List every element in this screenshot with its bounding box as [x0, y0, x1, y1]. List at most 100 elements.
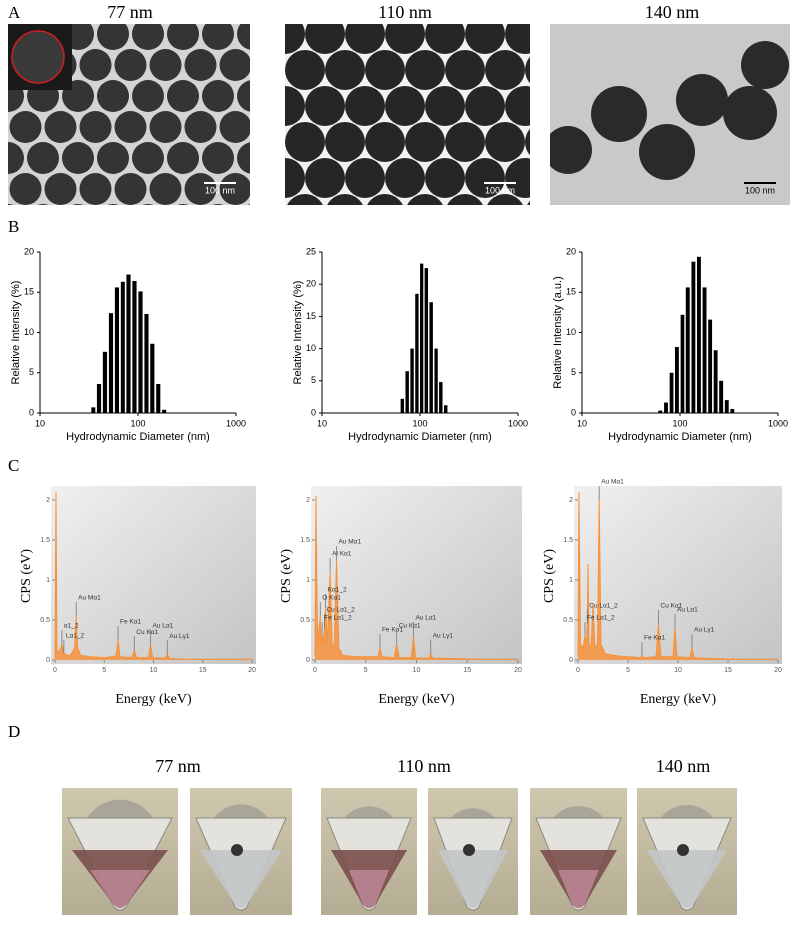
x-tick-label: 1000: [226, 418, 246, 428]
peak-label: Au Lγ1: [169, 633, 190, 640]
y-axis-label: Relative Intensity (%): [292, 281, 304, 385]
panel-label: A: [8, 3, 21, 22]
x-axis-label: Hydrodynamic Diameter (nm): [348, 431, 492, 443]
particle: [97, 24, 129, 50]
particle: [425, 230, 465, 270]
peak-label: Kα1_2: [328, 587, 347, 594]
peak-label: Au Lγ1: [694, 627, 715, 634]
bar: [156, 384, 161, 413]
y-tick-label: 20: [24, 246, 34, 256]
x-tick-label: 20: [774, 667, 782, 674]
inset-particle: [11, 30, 65, 84]
bar: [439, 382, 443, 413]
peak-label: Au Lα1: [677, 607, 698, 614]
bar: [126, 274, 131, 413]
x-tick-label: 15: [724, 667, 732, 674]
peak-label: Cu Kα1: [136, 629, 158, 636]
peak-label: Al Kα1: [332, 551, 352, 558]
y-tick-label: 0.5: [563, 617, 573, 624]
peak-label: Au Lα1: [153, 623, 174, 630]
bar: [658, 410, 663, 413]
y-tick-label: 0: [46, 657, 50, 664]
particle: [465, 24, 505, 54]
particle: [465, 158, 505, 198]
spectrum-line: [314, 495, 518, 660]
particle: [287, 194, 323, 205]
particle: [184, 173, 217, 205]
panel-title: 110 nm: [378, 2, 432, 22]
particle: [245, 50, 285, 90]
particle: [676, 74, 728, 126]
particle: [202, 24, 234, 50]
particle: [485, 50, 525, 90]
particle: [723, 86, 777, 140]
particle: [132, 24, 164, 50]
particle: [550, 126, 592, 174]
peak-label: Cu Lα1_2: [589, 603, 618, 610]
bar: [120, 281, 125, 413]
plot-background: [311, 486, 522, 664]
plot-background: [51, 486, 256, 664]
particle: [79, 173, 112, 205]
particle: [425, 86, 465, 126]
y-tick-label: 0: [571, 407, 576, 417]
bar: [138, 291, 143, 413]
liquid: [647, 850, 727, 908]
peak-label: Fe Lα1_2: [324, 615, 352, 622]
particle: [345, 24, 385, 54]
x-tick-label: 100: [672, 418, 687, 428]
particle: [285, 122, 325, 162]
x-tick-label: 5: [102, 667, 106, 674]
bar: [415, 293, 419, 413]
y-tick-label: 2: [569, 497, 573, 504]
y-tick-label: 5: [311, 375, 316, 385]
bar: [669, 372, 674, 413]
particle: [167, 24, 199, 50]
peak-label: Fe Kα1: [644, 635, 665, 642]
particle: [485, 122, 525, 162]
y-tick-label: 25: [306, 246, 316, 256]
peak-label: Au Lγ1: [433, 632, 454, 639]
particle: [255, 49, 287, 81]
particle: [97, 142, 129, 174]
peak-label: Lα1_2: [66, 632, 85, 639]
liquid-bottom: [349, 870, 389, 908]
particle: [97, 80, 129, 112]
area-fill: [315, 496, 518, 660]
bar: [680, 314, 685, 413]
bar: [664, 402, 668, 413]
particle: [465, 86, 505, 126]
particle: [345, 86, 385, 126]
bar: [713, 350, 718, 413]
particle: [44, 173, 77, 205]
particle: [212, 204, 224, 205]
y-tick-label: 1.5: [40, 537, 50, 544]
bar: [730, 408, 735, 413]
particle: [525, 56, 530, 84]
y-tick-label: 10: [566, 327, 576, 337]
particle: [8, 204, 14, 205]
panel-title: 77 nm: [155, 756, 201, 776]
pellet: [231, 844, 243, 856]
bar: [405, 371, 409, 413]
y-tick-label: 0.5: [40, 617, 50, 624]
particle: [365, 122, 405, 162]
x-tick-label: 15: [199, 667, 207, 674]
x-tick-label: 20: [248, 667, 256, 674]
peak-label: Au Mα1: [339, 539, 362, 546]
particle: [114, 111, 147, 143]
peak-label: Cu Kα1: [661, 603, 683, 610]
liquid: [200, 850, 282, 908]
bar: [691, 261, 696, 413]
peak-label: α1_2: [64, 623, 79, 630]
peak-label: O Kα1: [322, 595, 341, 602]
particle: [385, 158, 425, 198]
x-tick-label: 0: [53, 667, 57, 674]
bar: [685, 287, 690, 413]
particle: [167, 80, 199, 112]
x-axis-label: Energy (keV): [378, 692, 455, 707]
particle: [447, 194, 483, 205]
tem-image: 100 nm: [245, 24, 530, 270]
panel-title: 110 nm: [397, 756, 451, 776]
